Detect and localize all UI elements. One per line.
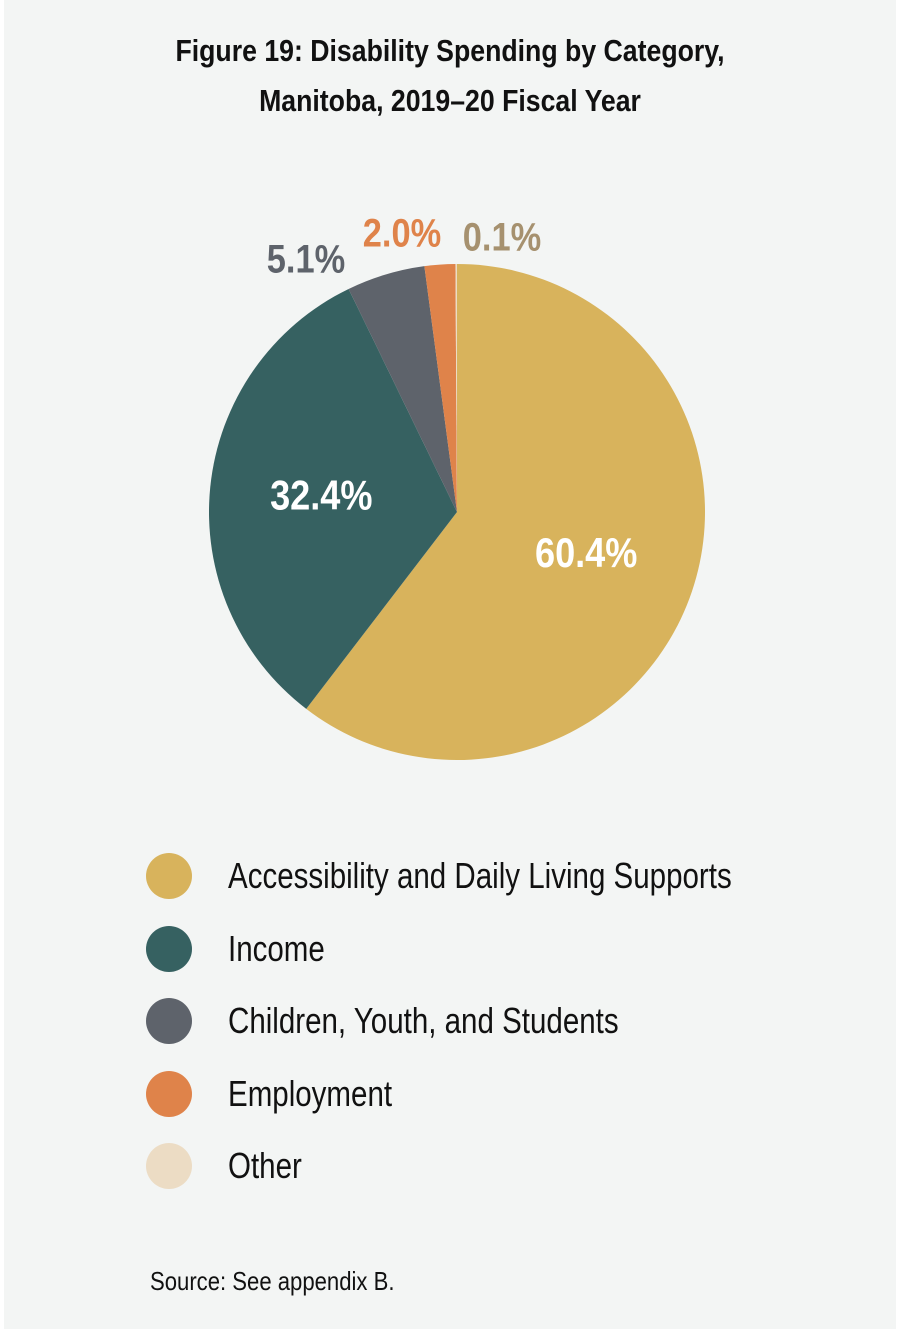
legend-swatch (146, 925, 192, 972)
data-label-income: 32.4% (270, 473, 372, 519)
data-label-other: 0.1% (463, 214, 541, 259)
pie-slice-other (455, 264, 457, 512)
legend-label: Children, Youth, and Students (228, 1000, 619, 1041)
pie-slice-accessibility-and-daily-living-supports (306, 264, 705, 760)
chart-title-line-2: Manitoba, 2019–20 Fiscal Year (259, 83, 641, 118)
legend-item-children-youth-and-students: Children, Youth, and Students (146, 993, 846, 1066)
legend-item-income: Income (146, 921, 846, 994)
chart-title: Figure 19: Disability Spending by Catego… (63, 26, 837, 126)
legend-label: Other (228, 1145, 302, 1186)
source-note: Source: See appendix B. (150, 1266, 395, 1296)
legend-swatch (146, 853, 192, 899)
data-label-children-youth-and-students: 5.1% (267, 236, 345, 281)
data-label-employment: 2.0% (363, 210, 441, 255)
chart-legend: Accessibility and Daily Living Supports I… (146, 848, 846, 1211)
chart-title-line-1: Figure 19: Disability Spending by Catego… (175, 33, 725, 68)
legend-swatch (146, 998, 192, 1044)
pie-slice-children-youth-and-students (348, 266, 457, 512)
legend-label: Accessibility and Daily Living Supports (228, 855, 732, 896)
legend-item-accessibility-and-daily-living-supports: Accessibility and Daily Living Supports (146, 848, 846, 921)
pie-slice-employment (424, 264, 457, 512)
legend-item-employment: Employment (146, 1066, 846, 1139)
legend-swatch (146, 1143, 192, 1189)
legend-swatch (146, 1070, 192, 1117)
pie-slice-income (209, 288, 457, 709)
pie-chart: 60.4% 32.4% 5.1% 2.0% 0.1% (209, 210, 705, 760)
data-label-accessibility-and-daily-living-supports: 60.4% (535, 530, 637, 576)
legend-label: Income (228, 927, 325, 969)
legend-label: Employment (228, 1072, 393, 1114)
legend-item-other: Other (146, 1138, 846, 1211)
